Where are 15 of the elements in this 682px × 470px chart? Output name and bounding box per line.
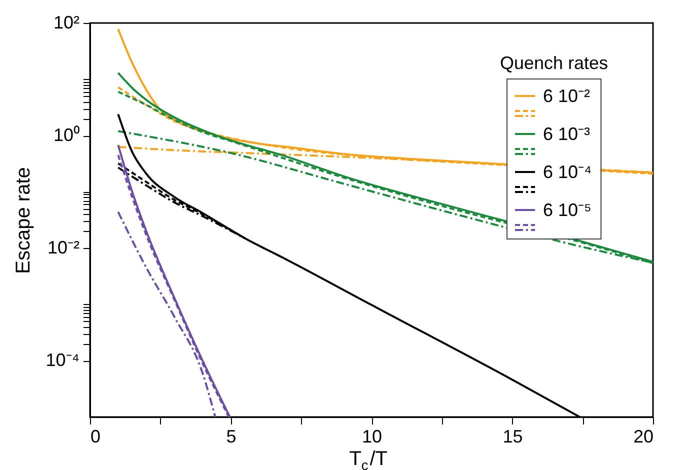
legend-label: 6 10⁻² (543, 86, 590, 106)
legend-title: Quench rates (500, 53, 608, 73)
y-tick-label: 10⁰ (53, 125, 80, 146)
legend-label: 6 10⁻⁵ (543, 200, 592, 220)
x-tick-label: 20 (633, 426, 654, 446)
y-tick-label: 10² (53, 12, 80, 32)
legend-label: 6 10⁻³ (543, 124, 590, 144)
x-tick-label: 5 (226, 426, 236, 446)
x-tick-label: 10 (362, 426, 382, 446)
y-tick-label: 10⁻⁴ (46, 350, 80, 370)
y-axis-title: Escape rate (12, 167, 35, 274)
x-tick-label: 0 (90, 426, 101, 446)
y-tick-label: 10⁻² (47, 238, 80, 258)
x-tick-label: 15 (502, 426, 523, 446)
legend-label: 6 10⁻⁴ (543, 162, 592, 182)
